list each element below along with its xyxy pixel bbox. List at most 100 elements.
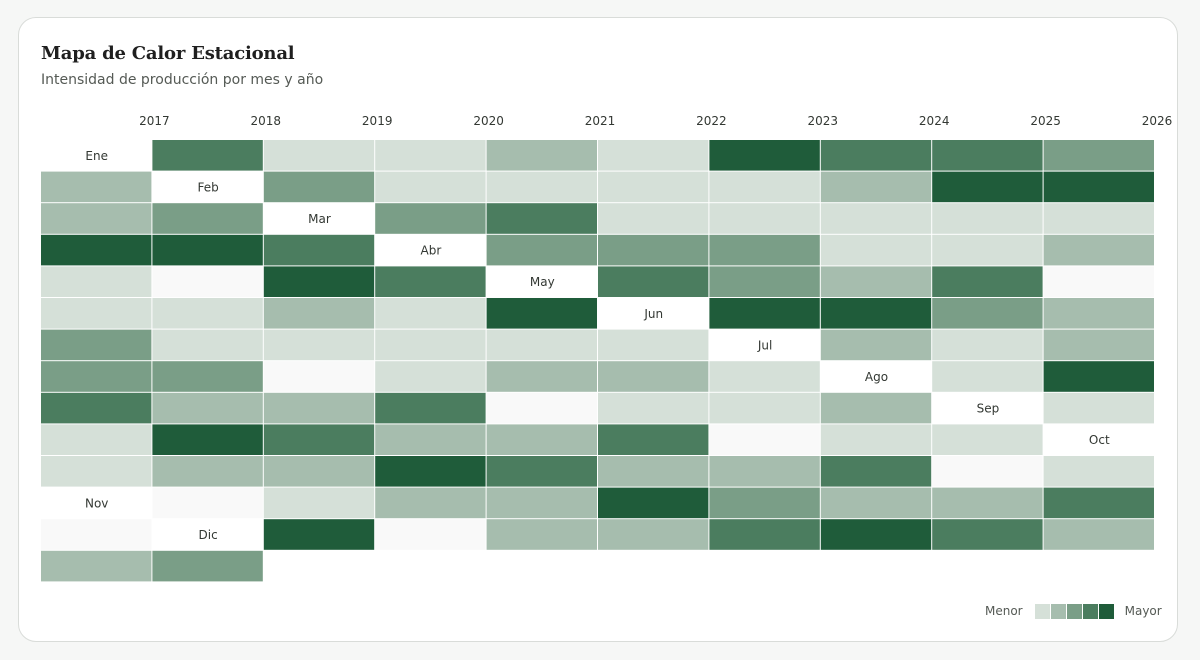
month-label-cell: [41, 140, 152, 171]
heat-cell: [263, 519, 375, 550]
heat-cell: [41, 424, 152, 455]
heat-cell: [709, 298, 820, 329]
chart-title: Mapa de Calor Estacional: [41, 43, 295, 64]
heat-cell: [152, 392, 263, 424]
heat-cell: [375, 487, 486, 519]
legend-swatch: [1050, 603, 1066, 619]
heat-cell: [820, 234, 932, 266]
heat-cell: [598, 329, 709, 361]
heat-cell: [263, 424, 375, 455]
year-label: 2019: [362, 114, 393, 128]
heat-cell: [375, 171, 486, 203]
month-label-cell: [932, 392, 1043, 424]
heat-cell: [1043, 456, 1154, 487]
heat-cell: [263, 329, 375, 361]
heat-cell: [598, 203, 709, 234]
month-label: Mar: [308, 212, 331, 226]
heat-cell: [709, 519, 820, 550]
month-label-cell: [820, 361, 932, 392]
heat-cell: [932, 519, 1043, 550]
heat-cell: [486, 424, 597, 455]
heat-cell: [152, 329, 263, 361]
month-label: Ene: [85, 149, 108, 163]
heat-cell: [41, 392, 152, 424]
month-label: Ago: [865, 370, 888, 384]
legend-swatch: [1082, 603, 1098, 619]
heat-cell: [486, 519, 597, 550]
heat-cell: [709, 171, 820, 203]
heat-cell: [486, 487, 597, 519]
legend-swatch: [1034, 603, 1050, 619]
heat-cell: [375, 361, 486, 392]
heat-cell: [41, 550, 152, 582]
heat-cell: [41, 456, 152, 487]
heat-cell: [598, 487, 709, 519]
heat-cell: [709, 266, 820, 297]
heat-cell: [820, 203, 932, 234]
heat-cell: [1043, 298, 1154, 329]
heat-cell: [263, 171, 375, 203]
heat-cell: [820, 487, 932, 519]
heat-cell: [1043, 266, 1154, 297]
month-label: Sep: [977, 402, 1000, 416]
legend: Menor Mayor: [985, 603, 1162, 619]
heat-cell: [709, 234, 820, 266]
heat-cell: [598, 456, 709, 487]
heat-cell: [486, 361, 597, 392]
heat-cell: [375, 203, 486, 234]
heat-cell: [375, 392, 486, 424]
heat-cell: [709, 392, 820, 424]
heat-cell: [152, 456, 263, 487]
heat-cell: [1043, 171, 1154, 203]
month-label-cell: [1043, 424, 1154, 455]
heat-cell: [152, 266, 263, 297]
heat-cell: [41, 298, 152, 329]
heat-cell: [152, 203, 263, 234]
heat-cell: [932, 266, 1043, 297]
heat-cell: [41, 266, 152, 297]
month-label: Nov: [85, 496, 108, 510]
heat-cell: [375, 456, 486, 487]
heat-cell: [1043, 392, 1154, 424]
heat-cell: [820, 140, 932, 171]
heat-cell: [932, 203, 1043, 234]
year-label: 2026: [1142, 114, 1173, 128]
year-label: 2025: [1030, 114, 1061, 128]
legend-scale: [1034, 603, 1114, 619]
heat-cell: [709, 456, 820, 487]
heat-cell: [932, 487, 1043, 519]
heat-cell: [263, 234, 375, 266]
month-label: May: [530, 275, 555, 289]
heat-cell: [152, 424, 263, 455]
month-label-cell: [263, 203, 375, 234]
heat-cell: [152, 550, 263, 582]
heat-cell: [1043, 140, 1154, 171]
heat-cell: [820, 519, 932, 550]
heat-cell: [820, 171, 932, 203]
heat-cell: [263, 361, 375, 392]
heat-cell: [709, 203, 820, 234]
heat-cell: [152, 140, 263, 171]
heat-cell: [486, 456, 597, 487]
heat-cell: [598, 140, 709, 171]
month-label-cell: [41, 487, 152, 519]
heat-cell: [375, 329, 486, 361]
year-label: 2022: [696, 114, 727, 128]
heat-cell: [709, 487, 820, 519]
heat-cell: [486, 329, 597, 361]
heat-cell: [41, 171, 152, 203]
heat-cell: [263, 298, 375, 329]
heat-cell: [820, 329, 932, 361]
heat-cell: [375, 424, 486, 455]
legend-high-label: Mayor: [1124, 604, 1162, 618]
month-label-cell: [598, 298, 709, 329]
heat-cell: [820, 298, 932, 329]
heat-cell: [598, 519, 709, 550]
heat-cell: [709, 140, 820, 171]
heat-cell: [263, 392, 375, 424]
year-label: 2018: [251, 114, 282, 128]
year-label: 2017: [139, 114, 170, 128]
heat-cell: [375, 140, 486, 171]
heat-cell: [820, 424, 932, 455]
